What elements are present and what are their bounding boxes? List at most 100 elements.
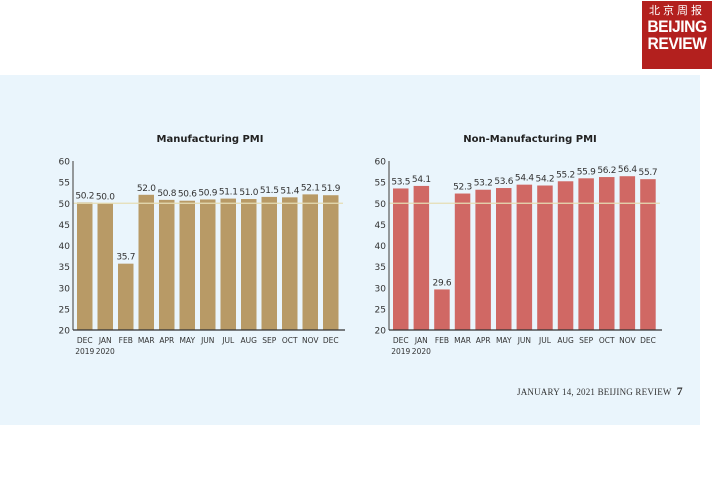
mfg-x-tick-label: NOV [302, 336, 319, 345]
nonmfg-bar [619, 176, 636, 330]
mfg-value-label: 50.8 [157, 189, 176, 199]
mfg-value-label: 51.5 [260, 186, 279, 196]
mfg-y-tick-label: 40 [59, 242, 71, 252]
nonmfg-value-label: 54.2 [536, 175, 555, 185]
mfg-x-tick-label: AUG [241, 336, 258, 345]
mfg-bar [261, 196, 277, 330]
mfg-bar [241, 199, 257, 330]
nonmfg-x-tick-label: MAY [496, 336, 512, 345]
mfg-x-tick-label: JAN [98, 336, 112, 345]
nonmfg-bar [599, 177, 615, 330]
nonmfg-x-tick-label: 2020 [412, 347, 431, 356]
nonmfg-x-tick-label: DEC [640, 336, 656, 345]
mfg-value-label: 52.1 [301, 183, 320, 193]
mfg-y-tick-label: 30 [59, 284, 71, 294]
logo-line-1: BEIJING [647, 17, 707, 36]
mfg-x-tick-label: OCT [282, 336, 298, 345]
mfg-bar [323, 195, 339, 330]
nonmfg-y-tick-label: 25 [375, 305, 386, 315]
mfg-x-tick-label: JUL [221, 336, 235, 345]
mfg-bar [282, 197, 298, 330]
nonmfg-x-tick-label: OCT [599, 336, 615, 345]
nonmfg-x-tick-label: NOV [619, 336, 636, 345]
mfg-bar [220, 198, 236, 330]
nonmfg-bar [557, 181, 574, 330]
mfg-bar [138, 194, 154, 330]
page-number: 7 [676, 384, 683, 398]
nonmfg-bar [578, 178, 594, 330]
mfg-x-tick-label: 2019 [75, 347, 94, 356]
nonmfg-bar [413, 185, 430, 330]
nonmfg-value-label: 56.4 [618, 165, 637, 175]
mfg-bar [200, 199, 216, 330]
mfg-bar [179, 200, 195, 330]
mfg-bar [302, 194, 318, 330]
mfg-value-label: 51.1 [219, 188, 238, 198]
nonmfg-bar [516, 184, 533, 330]
mfg-x-tick-label: DEC [323, 336, 339, 345]
mfg-y-tick-label: 25 [59, 305, 70, 315]
nonmfg-x-tick-label: SEP [579, 336, 593, 345]
nonmfg-value-label: 54.1 [412, 175, 431, 185]
mfg-bar [159, 199, 175, 330]
nonmfg-x-tick-label: JUN [517, 336, 531, 345]
nonmfg-x-tick-label: FEB [435, 336, 449, 345]
nonmfg-value-label: 29.6 [433, 278, 452, 288]
nonmfg-x-tick-label: DEC [393, 336, 409, 345]
footer-text: JANUARY 14, 2021 BEIJING REVIEW [517, 387, 672, 397]
mfg-y-tick-label: 60 [59, 158, 71, 168]
mfg-y-tick-label: 45 [59, 221, 70, 231]
nonmfg-y-tick-label: 40 [375, 242, 387, 252]
mfg-value-label: 50.0 [96, 192, 115, 202]
mfg-value-label: 51.4 [280, 186, 299, 196]
nonmfg-x-tick-label: 2019 [391, 347, 410, 356]
nonmfg-y-tick-label: 50 [375, 200, 387, 210]
nonmfg-value-label: 53.5 [391, 177, 410, 187]
nonmfg-y-tick-label: 60 [375, 158, 387, 168]
mfg-value-label: 35.7 [116, 253, 135, 263]
mfg-value-label: 51.0 [239, 188, 258, 198]
mfg-value-label: 52.0 [137, 184, 156, 194]
mfg-x-tick-label: SEP [262, 336, 276, 345]
mfg-y-tick-label: 50 [59, 200, 71, 210]
mfg-value-label: 51.9 [321, 184, 340, 194]
nonmfg-bar [640, 179, 656, 330]
manufacturing-chart-title: Manufacturing PMI [156, 134, 264, 145]
nonmfg-bar [475, 189, 491, 330]
nonmfg-y-tick-label: 45 [375, 221, 386, 231]
nonmfg-x-tick-label: JAN [414, 336, 428, 345]
nonmfg-y-tick-label: 35 [375, 263, 386, 273]
nonmfg-value-label: 54.4 [515, 174, 534, 184]
nonmfg-x-tick-label: AUG [557, 336, 574, 345]
nonmfg-x-tick-label: MAR [454, 336, 471, 345]
nonmfg-bar [537, 185, 553, 330]
nonmfg-value-label: 52.3 [453, 183, 472, 193]
mfg-y-tick-label: 20 [59, 327, 71, 337]
nonmfg-bar [496, 188, 512, 330]
beijing-review-logo: 北京周报 BEIJING REVIEW [642, 1, 712, 69]
page-footer: JANUARY 14, 2021 BEIJING REVIEW 7 [517, 384, 683, 399]
nonmfg-value-label: 56.2 [597, 166, 616, 176]
logo-chinese-text: 北京周报 [649, 4, 705, 17]
mfg-x-tick-label: MAY [179, 336, 195, 345]
mfg-bar [77, 202, 93, 330]
nonmfg-value-label: 53.6 [494, 177, 513, 187]
nonmfg-bar [454, 193, 471, 330]
non-manufacturing-chart-title: Non-Manufacturing PMI [463, 134, 597, 145]
mfg-y-tick-label: 35 [59, 263, 70, 273]
nonmfg-value-label: 55.7 [639, 168, 658, 178]
mfg-x-tick-label: 2020 [96, 347, 115, 356]
nonmfg-x-tick-label: JUL [538, 336, 552, 345]
mfg-x-tick-label: APR [159, 336, 174, 345]
nonmfg-value-label: 53.2 [474, 179, 493, 189]
logo-line-2: REVIEW [647, 34, 707, 53]
mfg-value-label: 50.9 [198, 188, 217, 198]
mfg-x-tick-label: FEB [119, 336, 133, 345]
nonmfg-y-tick-label: 55 [375, 179, 386, 189]
nonmfg-bar [434, 289, 450, 330]
nonmfg-value-label: 55.9 [577, 167, 596, 177]
mfg-y-tick-label: 55 [59, 179, 70, 189]
nonmfg-bar [393, 188, 409, 330]
nonmfg-y-tick-label: 30 [375, 284, 387, 294]
